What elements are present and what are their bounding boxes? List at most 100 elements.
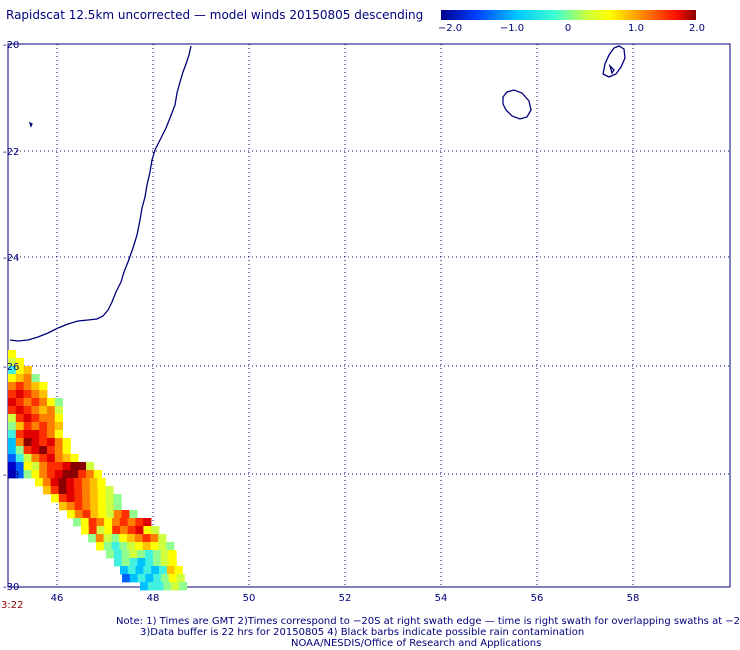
wind-pixel	[39, 462, 48, 471]
lat-label: -26	[3, 362, 19, 373]
wind-pixel	[54, 454, 63, 463]
wind-pixel	[135, 566, 144, 575]
wind-pixel	[54, 422, 63, 431]
wind-pixel	[8, 374, 17, 383]
wind-pixel	[15, 454, 24, 463]
wind-pixel	[8, 358, 17, 367]
map-frame	[7, 43, 731, 588]
wind-pixel	[15, 406, 24, 415]
wind-pixel	[143, 566, 152, 575]
wind-pixel	[134, 534, 143, 543]
wind-pixel	[23, 406, 32, 415]
wind-pixel	[23, 398, 32, 407]
wind-pixel	[129, 550, 138, 559]
wind-pixel	[51, 494, 60, 503]
wind-pixel	[82, 510, 91, 519]
wind-pixel	[158, 534, 167, 543]
wind-pixel	[143, 526, 152, 535]
wind-pixel	[39, 422, 48, 431]
wind-pixel	[23, 422, 32, 431]
wind-pixel	[23, 470, 32, 479]
wind-pixel	[31, 462, 40, 471]
wind-pixel	[67, 510, 76, 519]
wind-pixel	[15, 422, 24, 431]
wind-pixel	[31, 446, 40, 455]
wind-pixel	[103, 534, 112, 543]
islet	[28, 121, 33, 128]
wind-pixel	[111, 542, 120, 551]
wind-pixel	[160, 550, 169, 559]
wind-pixel	[86, 470, 95, 479]
wind-pixel	[119, 542, 128, 551]
lat-label: -28	[3, 470, 19, 481]
wind-pixel	[151, 566, 160, 575]
wind-pixel	[70, 454, 79, 463]
wind-pixel	[15, 462, 24, 471]
wind-pixel	[166, 566, 175, 575]
wind-pixel	[23, 454, 32, 463]
wind-pixel	[78, 462, 87, 471]
wind-pixel	[8, 414, 17, 423]
wind-pixel	[127, 566, 136, 575]
wind-pixel	[137, 550, 146, 559]
wind-pixel	[54, 462, 63, 471]
wind-pixel	[145, 558, 154, 567]
wind-pixel	[135, 518, 144, 527]
wind-pixel	[39, 446, 48, 455]
wind-pixel	[93, 470, 102, 479]
wind-pixel	[98, 510, 107, 519]
wind-pixel	[145, 550, 154, 559]
wind-pixel	[47, 414, 56, 423]
wind-pixel	[89, 486, 98, 495]
wind-pixel	[127, 518, 136, 527]
wind-pixel	[31, 406, 40, 415]
wind-pixel	[90, 502, 99, 511]
wind-pixel	[171, 582, 180, 591]
wind-pixel	[31, 414, 40, 423]
wind-pixel	[97, 486, 106, 495]
wind-pixel	[74, 478, 83, 487]
wind-swath	[8, 350, 188, 591]
footer-credit: NOAA/NESDIS/Office of Research and Appli…	[291, 638, 542, 649]
wind-pixel	[105, 486, 114, 495]
wind-pixel	[82, 502, 91, 511]
wind-pixel	[74, 502, 83, 511]
wind-pixel	[135, 526, 144, 535]
wind-pixel	[31, 422, 40, 431]
wind-pixel	[42, 478, 51, 487]
wind-pixel	[66, 486, 75, 495]
wind-pixel	[96, 542, 105, 551]
wind-pixel	[97, 494, 106, 503]
wind-pixel	[23, 374, 32, 383]
wind-pixel	[96, 518, 105, 527]
wind-pixel	[62, 446, 71, 455]
wind-pixel	[39, 414, 48, 423]
wind-pixel	[168, 574, 177, 583]
wind-pixel	[23, 446, 32, 455]
wind-pixel	[81, 526, 90, 535]
wind-pixel	[121, 510, 130, 519]
wind-pixel	[150, 534, 159, 543]
wind-pixel	[78, 470, 87, 479]
lat-label: -30	[3, 582, 19, 593]
wind-pixel	[8, 454, 17, 463]
wind-pixel	[15, 358, 24, 367]
wind-pixel	[88, 518, 97, 527]
wind-pixel	[176, 574, 185, 583]
swath-time-label: 3:22	[1, 600, 24, 611]
wind-pixel	[129, 558, 138, 567]
map-title: Rapidscat 12.5km uncorrected — model win…	[6, 8, 424, 22]
wind-pixel	[137, 558, 146, 567]
wind-pixel	[50, 486, 59, 495]
wind-pixel	[155, 582, 164, 591]
wind-pixel	[127, 526, 136, 535]
wind-pixel	[74, 494, 83, 503]
wind-pixel	[158, 542, 167, 551]
wind-pixel	[90, 510, 99, 519]
wind-pixel	[152, 550, 161, 559]
wind-pixel	[31, 390, 40, 399]
wind-pixel	[120, 566, 129, 575]
colorbar-gradient	[441, 10, 696, 20]
wind-pixel	[8, 382, 17, 391]
wind-pixel	[15, 446, 24, 455]
